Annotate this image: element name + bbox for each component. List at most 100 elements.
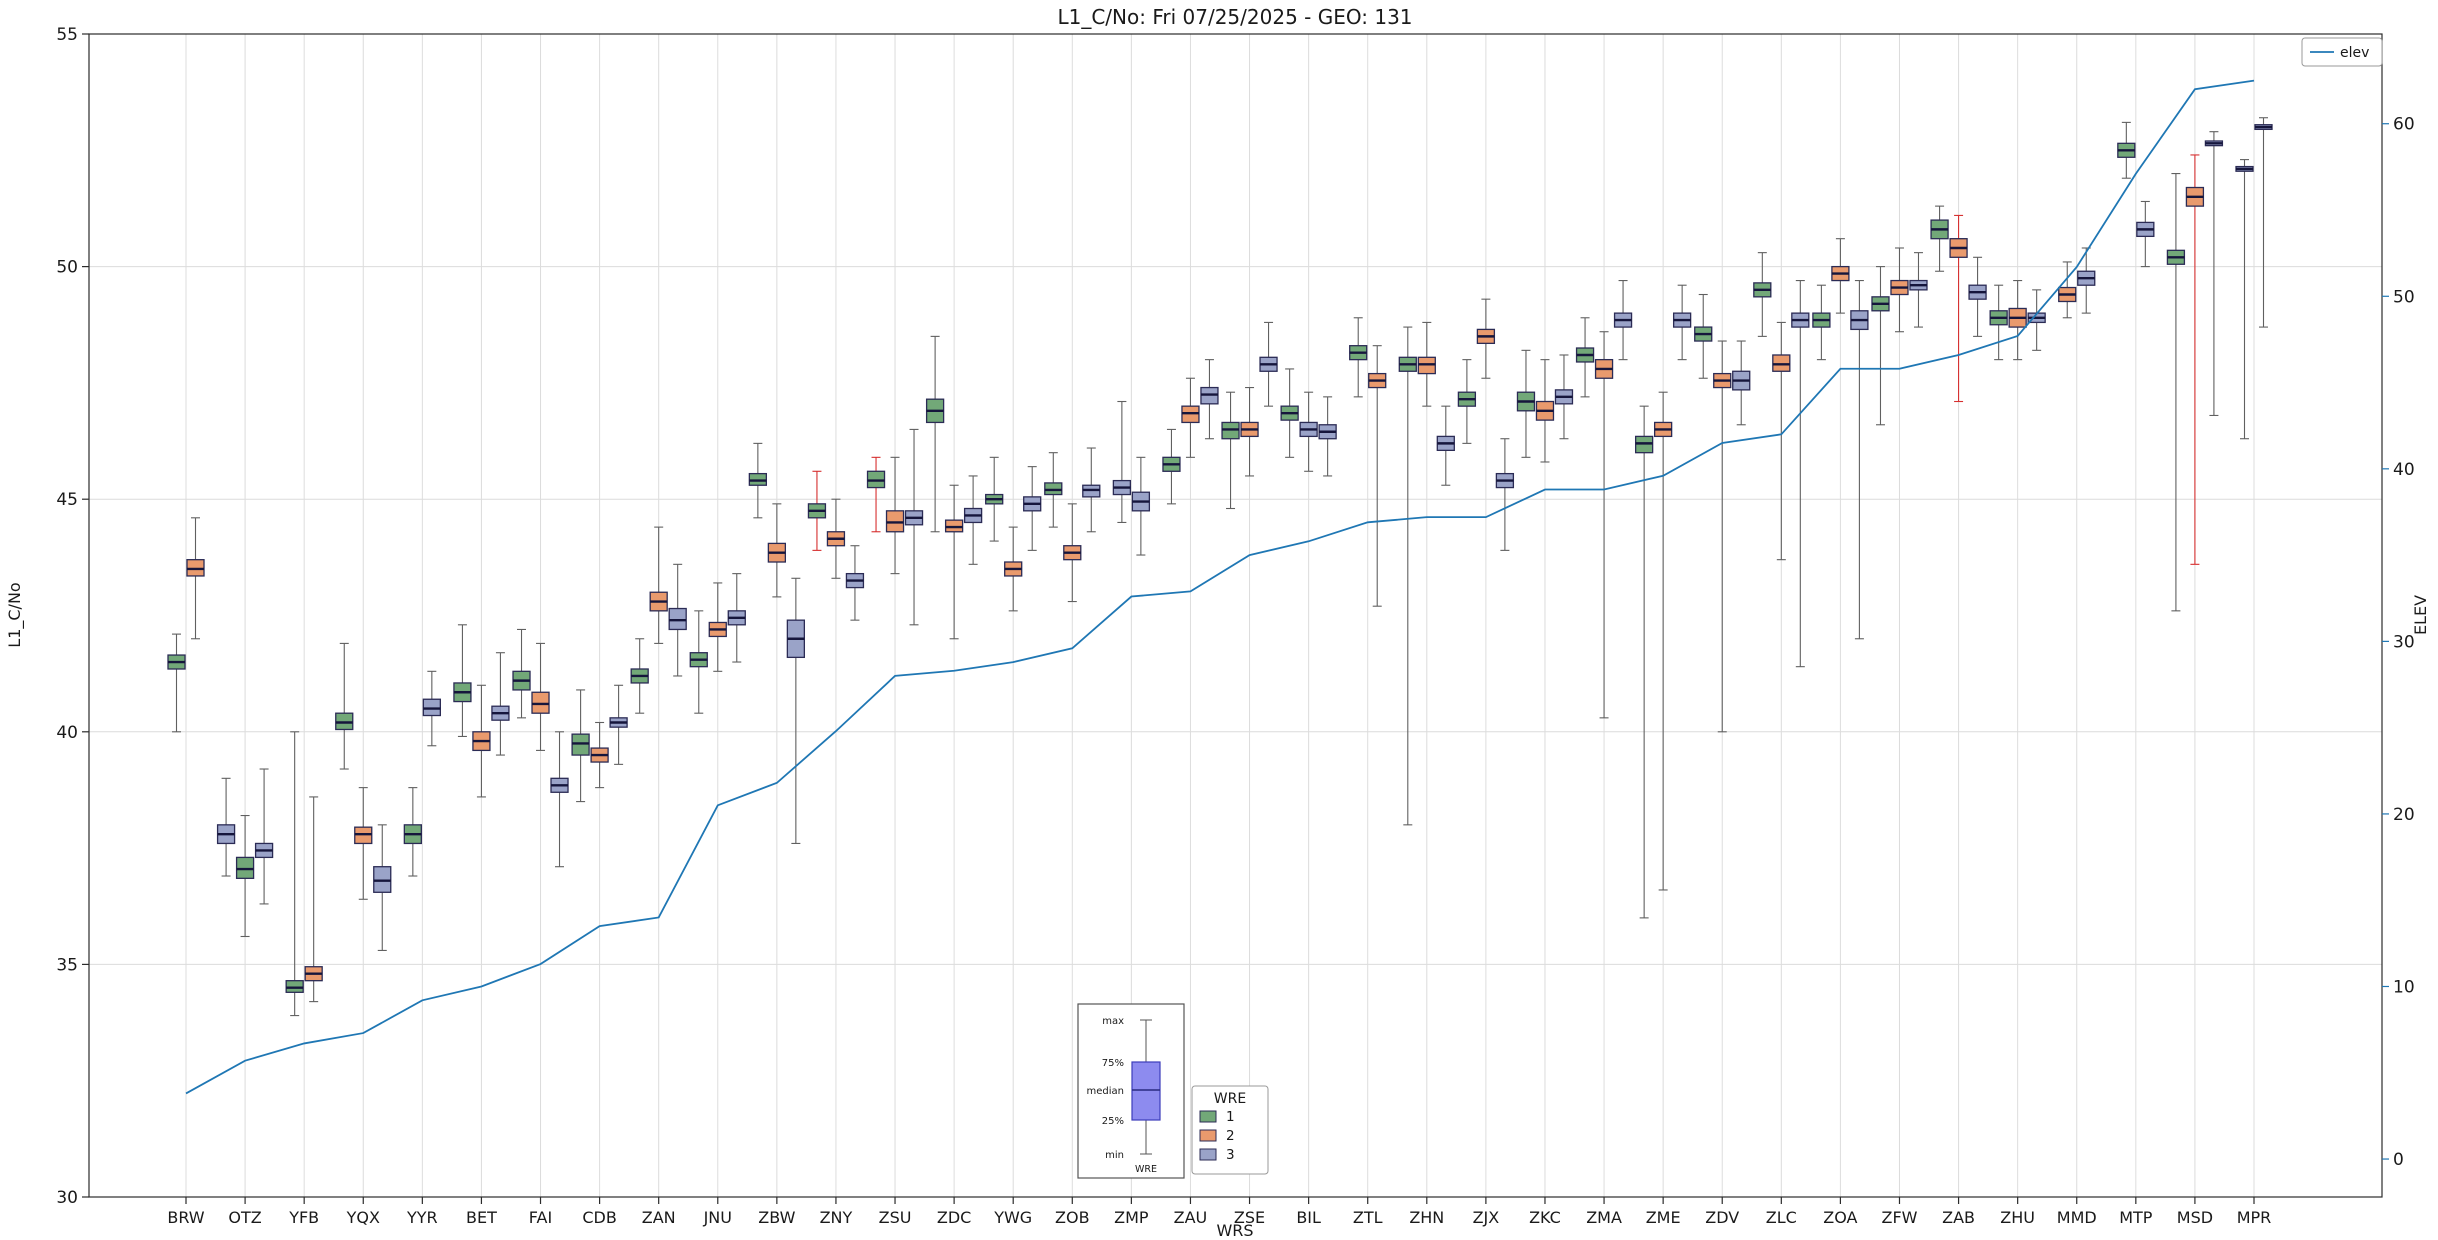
station-group-ZTL: [1349, 317, 1387, 607]
x-tick-label-YWG: YWG: [993, 1208, 1032, 1227]
station-group-ZHU: [1989, 280, 2046, 361]
legend-swatch-wre1: [1199, 1110, 1217, 1123]
chart-title: L1_C/No: Fri 07/25/2025 - GEO: 131: [1057, 5, 1412, 29]
legend-swatch-wre3: [1199, 1148, 1217, 1161]
station-group-ZJX: [1457, 298, 1515, 551]
station-group-YFB: [285, 731, 323, 1017]
x-tick-label-ZOA: ZOA: [1823, 1208, 1857, 1227]
station-group-MMD: [2058, 247, 2096, 319]
elev-line: [185, 79, 2255, 1095]
x-tick-label-ZTL: ZTL: [1353, 1208, 1383, 1227]
x-tick-label-CDB: CDB: [582, 1208, 616, 1227]
x-tick-label-OTZ: OTZ: [228, 1208, 261, 1227]
legend-label-wre3: 3: [1226, 1147, 1235, 1163]
inset-label-median: median: [1087, 1086, 1125, 1097]
x-tick-label-ZHN: ZHN: [1409, 1208, 1444, 1227]
x-tick-label-ZMA: ZMA: [1586, 1208, 1622, 1227]
inset-label-75: 75%: [1102, 1058, 1124, 1069]
gridlines: [89, 33, 2382, 1198]
inset-box: [1131, 1061, 1161, 1121]
legend-elev-frame: [2301, 37, 2383, 67]
x-tick-label-ZAB: ZAB: [1942, 1208, 1975, 1227]
y-tick-label: 45: [56, 490, 78, 510]
station-group-YQX: [335, 642, 392, 951]
station-group-ZOA: [1812, 238, 1869, 640]
station-group-ZDC: [925, 335, 983, 640]
x-tick-label-MPR: MPR: [2237, 1208, 2272, 1227]
station-group-OTZ: [216, 768, 274, 938]
x-tick-label-MMD: MMD: [2057, 1208, 2097, 1227]
y-axis-label: L1_C/No: [5, 582, 25, 647]
x-tick-label-YFB: YFB: [288, 1208, 319, 1227]
station-group-ZNY: [807, 470, 865, 621]
y-tick-label: 30: [56, 1188, 78, 1208]
x-tick-label-ZNY: ZNY: [820, 1208, 853, 1227]
station-group-YWG: [985, 456, 1042, 612]
legend-elev-label: elev: [2340, 45, 2369, 61]
x-tick-label-ZMP: ZMP: [1114, 1208, 1149, 1227]
x-tick-label-YYR: YYR: [406, 1208, 438, 1227]
x-axis-label: WRS: [1216, 1221, 1253, 1240]
x-tick-label-MSD: MSD: [2177, 1208, 2213, 1227]
station-group-ZHN: [1398, 321, 1455, 826]
station-group-ZLC: [1753, 252, 1810, 668]
station-group-ZAB: [1930, 205, 1987, 403]
y-tick-label: 50: [56, 258, 78, 278]
station-group-ZSU: [866, 428, 924, 626]
legend-elev: elev: [2301, 37, 2383, 67]
x-tick-label-ZSU: ZSU: [879, 1208, 912, 1227]
station-group-FAI: [512, 628, 569, 868]
x-tick-label-ZJX: ZJX: [1473, 1208, 1500, 1227]
y-axis-left: 30 35 40 45 50 55: [56, 25, 89, 1208]
station-group-ZAN: [630, 526, 687, 714]
y2-tick-label: 10: [2393, 977, 2415, 997]
x-tick-label-ZOB: ZOB: [1055, 1208, 1090, 1227]
station-group-ZBW: [748, 442, 806, 844]
plot-frame: [88, 33, 2383, 1198]
y2-axis-label: ELEV: [2411, 595, 2430, 635]
station-group-BIL: [1280, 368, 1337, 477]
x-tick-label-FAI: FAI: [529, 1208, 552, 1227]
x-tick-label-JNU: JNU: [703, 1208, 732, 1227]
station-group-JNU: [689, 573, 746, 714]
x-tick-label-ZME: ZME: [1646, 1208, 1681, 1227]
x-tick-label-BIL: BIL: [1296, 1208, 1321, 1227]
y2-tick-label: 30: [2393, 632, 2415, 652]
station-group-ZMA: [1575, 280, 1633, 719]
x-tick-label-ZLC: ZLC: [1766, 1208, 1797, 1227]
y-tick-label: 40: [56, 723, 78, 743]
station-group-YYR: [403, 670, 441, 877]
y-tick-label: 35: [56, 955, 78, 975]
x-tick-label-ZAU: ZAU: [1174, 1208, 1208, 1227]
station-group-MPR: [2235, 117, 2273, 440]
station-group-ZME: [1634, 284, 1692, 919]
y2-tick-label: 20: [2393, 805, 2415, 825]
inset-label-25: 25%: [1102, 1116, 1124, 1127]
boxplot-anatomy-inset: max 75% median 25% min WRE: [1077, 1003, 1185, 1179]
station-group-ZAU: [1162, 359, 1219, 505]
legend-label-wre2: 2: [1226, 1128, 1235, 1144]
inset-label-min: min: [1105, 1150, 1124, 1161]
x-tick-label-ZHU: ZHU: [2000, 1208, 2035, 1227]
station-group-BRW: [167, 517, 205, 733]
station-group-MSD: [2166, 131, 2224, 612]
x-tick-label-ZDV: ZDV: [1705, 1208, 1739, 1227]
station-group-MTP: [2117, 121, 2155, 268]
legend-label-wre1: 1: [1226, 1109, 1235, 1125]
plot-render-root: 30 35 40 45 50 55 0 10 20 30 40 50 60 BRW OTZ YFB YQX YYR…: [56, 25, 2414, 1227]
y2-tick-label: 0: [2393, 1150, 2404, 1170]
legend-swatch-wre2: [1199, 1129, 1217, 1142]
station-group-ZDV: [1694, 293, 1751, 733]
x-tick-label-BET: BET: [466, 1208, 497, 1227]
x-tick-label-ZBW: ZBW: [758, 1208, 795, 1227]
station-group-ZSE: [1221, 321, 1278, 510]
x-tick-label-MTP: MTP: [2119, 1208, 2153, 1227]
x-tick-label-ZDC: ZDC: [937, 1208, 971, 1227]
station-group-ZFW: [1871, 247, 1928, 426]
x-tick-label-ZAN: ZAN: [642, 1208, 676, 1227]
inset-label-max: max: [1102, 1016, 1124, 1027]
legend-wre-title: WRE: [1214, 1091, 1246, 1107]
x-tick-label-YQX: YQX: [346, 1208, 380, 1227]
